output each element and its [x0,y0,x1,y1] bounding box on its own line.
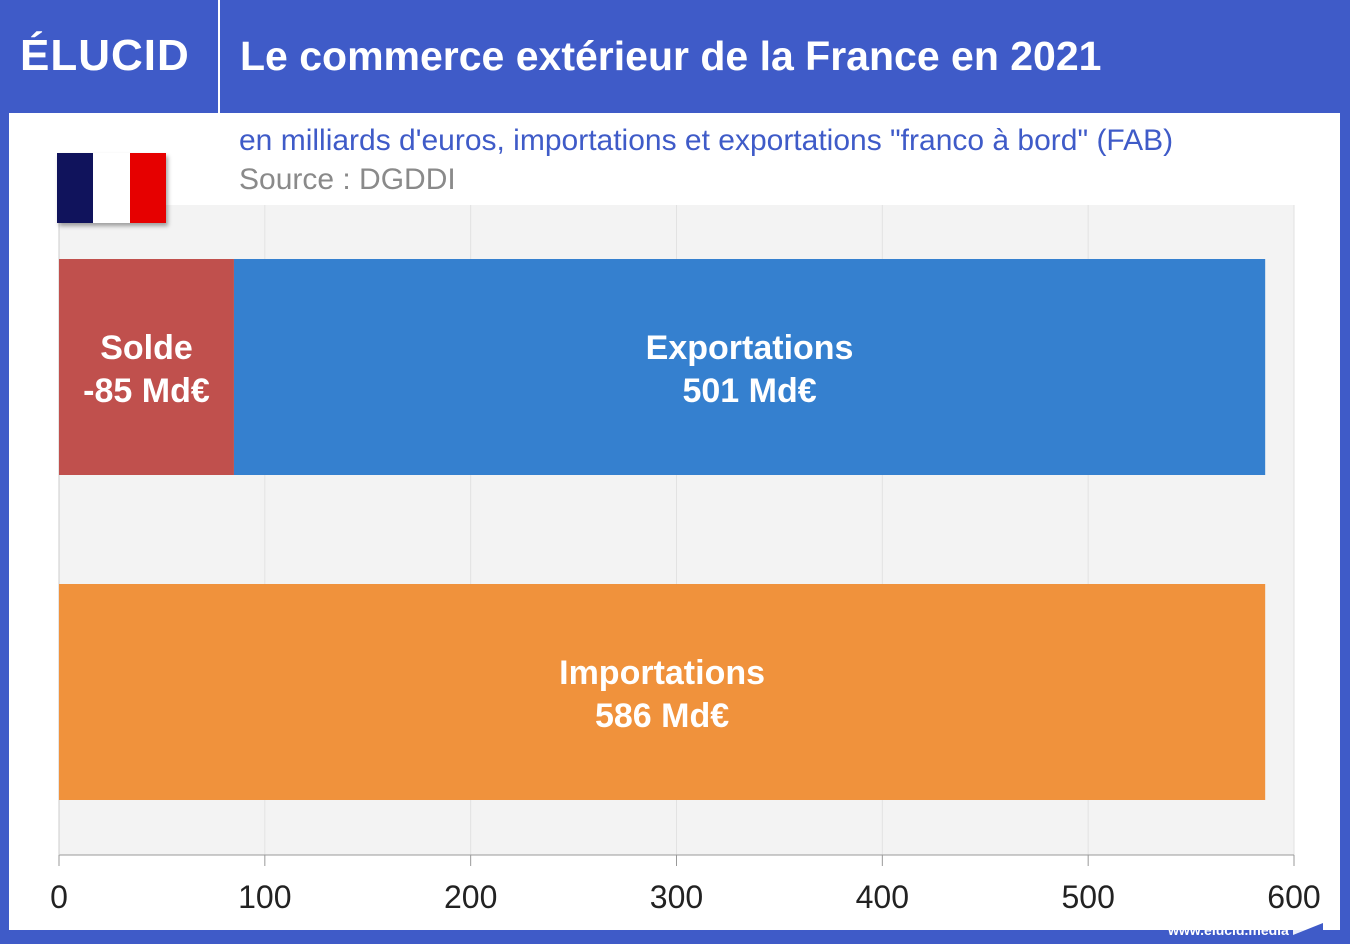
bar-label-exportations: Exportations [646,329,854,367]
x-tick-label: 0 [50,879,68,915]
elucid-logo: ÉLUCID [20,31,190,80]
chart-subtitle: en milliards d'euros, importations et ex… [239,124,1174,157]
elucid-mark-icon [1293,915,1323,939]
x-tick-label: 200 [444,879,497,915]
france-flag-icon [57,153,167,223]
footer-url-link[interactable]: www.elucid.media [1168,922,1289,938]
bar-label-solde: -85 Md€ [83,372,210,410]
bar-label-importations: 586 Md€ [595,697,729,735]
x-tick-label: 600 [1267,879,1320,915]
bar-label-importations: Importations [559,654,765,692]
chart-source: Source : DGDDI [239,163,456,196]
bar-segment-exportations [233,259,1266,475]
x-tick-label: 400 [856,879,909,915]
x-tick-label: 100 [238,879,291,915]
bar-label-solde: Solde [100,329,193,367]
x-tick-label: 300 [650,879,703,915]
header-bar: ÉLUCID Le commerce extérieur de la Franc… [0,0,1350,113]
bar-label-exportations: 501 Md€ [682,372,816,410]
bar-segment-importations [59,584,1266,800]
bar-segment-solde [59,259,234,475]
chart-title: Le commerce extérieur de la France en 20… [240,33,1102,79]
x-tick-label: 500 [1061,879,1114,915]
header-divider [218,0,220,113]
